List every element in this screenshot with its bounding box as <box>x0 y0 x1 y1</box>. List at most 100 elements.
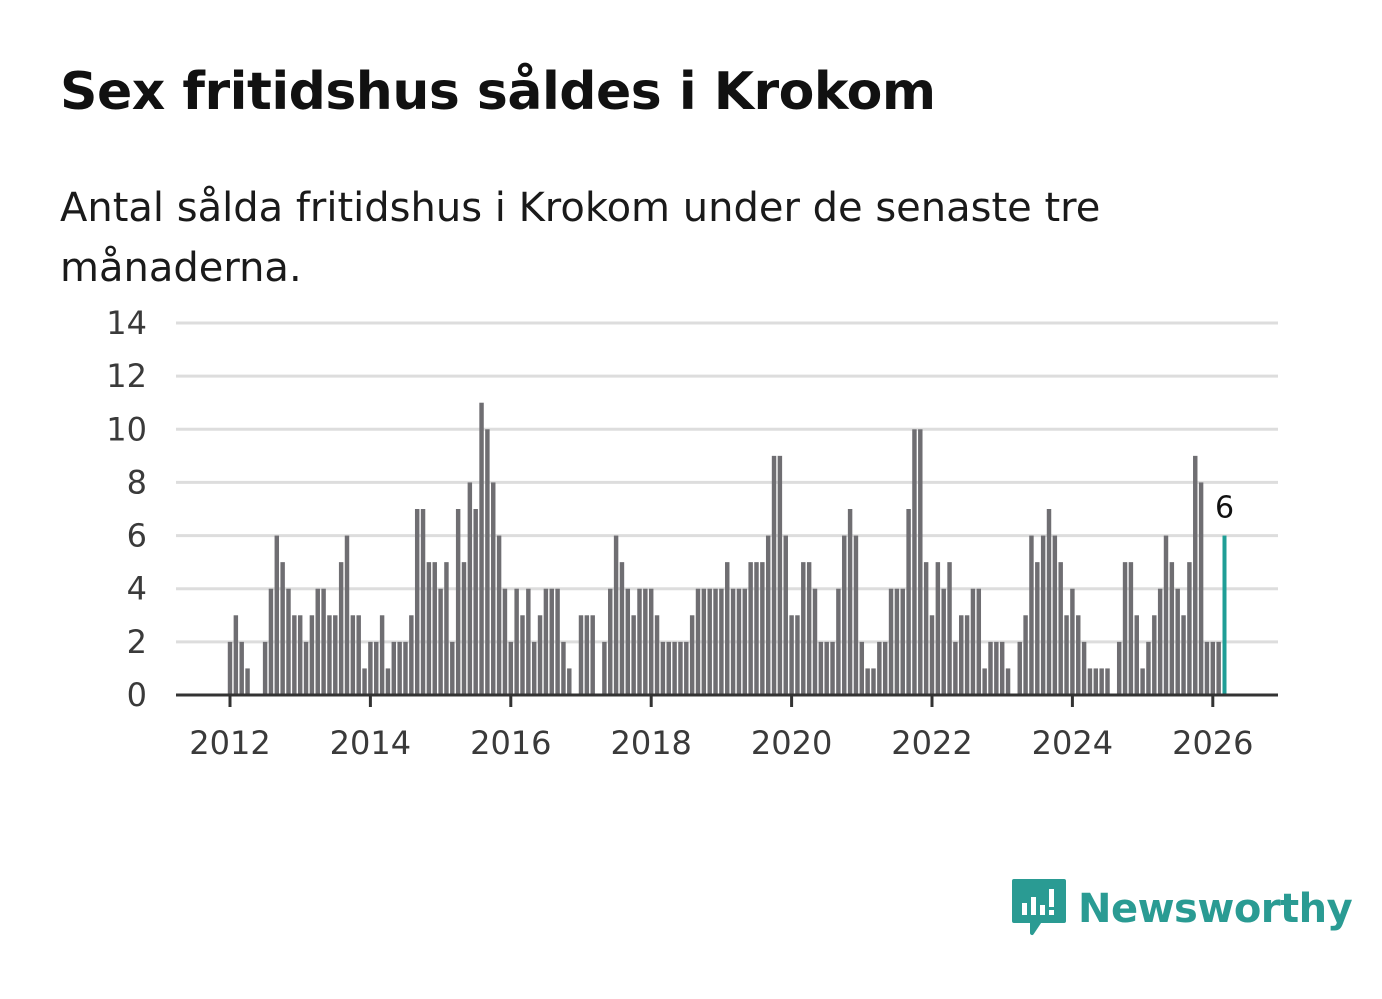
bar <box>262 641 268 695</box>
bar <box>912 429 917 695</box>
bar <box>959 615 964 695</box>
y-tick-label: 10 <box>106 410 147 448</box>
bar <box>1035 562 1040 695</box>
bar <box>1157 588 1163 695</box>
bar <box>1064 615 1069 695</box>
bar <box>701 588 707 695</box>
bar <box>268 588 274 695</box>
bar <box>818 641 824 695</box>
bar <box>467 482 473 695</box>
bar <box>356 615 361 695</box>
bar <box>871 668 876 695</box>
y-tick-label: 14 <box>106 304 147 342</box>
bar <box>426 562 432 695</box>
bar <box>420 509 426 695</box>
bar <box>964 615 970 695</box>
bar <box>684 641 689 695</box>
bar <box>929 615 935 695</box>
bar <box>1163 535 1169 695</box>
bar <box>303 641 309 695</box>
bar <box>1187 562 1192 695</box>
y-tick-label: 2 <box>127 623 147 661</box>
bar <box>847 509 853 695</box>
bar <box>297 615 303 695</box>
bar <box>877 641 882 695</box>
y-tick-label: 8 <box>127 463 147 501</box>
bar <box>842 535 847 695</box>
bar <box>666 641 671 695</box>
bar <box>1076 615 1081 695</box>
bar <box>432 562 437 695</box>
bar <box>613 535 619 695</box>
x-tick-label: 2016 <box>470 724 551 762</box>
bar <box>970 588 976 695</box>
bar <box>824 641 829 695</box>
bar <box>982 668 987 695</box>
bar <box>1105 668 1110 695</box>
bar <box>619 562 625 695</box>
x-tick-label: 2024 <box>1032 724 1113 762</box>
bar <box>795 615 800 695</box>
last-value-label: 6 <box>1215 491 1234 526</box>
bar <box>520 615 525 695</box>
bar <box>707 588 712 695</box>
bar <box>1116 641 1122 695</box>
bar <box>461 562 467 695</box>
bar <box>502 588 508 695</box>
bar <box>391 641 397 695</box>
bar <box>602 641 607 695</box>
highlighted-bar <box>1222 535 1227 695</box>
annotations: 6 <box>1215 491 1234 526</box>
brand: Newsworthy <box>1010 876 1353 942</box>
chart-subtitle: Antal sålda fritidshus i Krokom under de… <box>60 185 1101 291</box>
bar <box>496 535 502 695</box>
bar <box>999 641 1005 695</box>
brand-name: Newsworthy <box>1078 886 1353 932</box>
bar <box>713 588 718 695</box>
bar <box>988 641 993 695</box>
bar <box>514 588 519 695</box>
bar <box>1122 562 1128 695</box>
bar <box>882 641 888 695</box>
bar <box>1128 562 1134 695</box>
bar <box>994 641 999 695</box>
bar <box>765 535 771 695</box>
bar <box>742 588 748 695</box>
bar <box>555 588 560 695</box>
bars <box>227 402 1227 695</box>
bar <box>561 641 566 695</box>
bar <box>812 588 818 695</box>
bar <box>1023 615 1028 695</box>
y-tick-label: 12 <box>106 357 147 395</box>
bar <box>1146 641 1151 695</box>
bar <box>1058 562 1063 695</box>
bar <box>455 509 461 695</box>
x-tick-label: 2014 <box>330 724 411 762</box>
bar <box>1140 668 1145 695</box>
bar <box>789 615 794 695</box>
bar <box>859 641 865 695</box>
bar <box>836 588 841 695</box>
bar <box>286 588 291 695</box>
bar <box>754 562 759 695</box>
bar <box>414 509 420 695</box>
bar <box>1081 641 1087 695</box>
bar <box>777 455 783 695</box>
bar <box>508 641 514 695</box>
bar <box>315 588 320 695</box>
bar <box>918 429 923 695</box>
bar <box>333 615 338 695</box>
bar <box>625 588 631 695</box>
grid-lines <box>176 321 1278 644</box>
bar <box>654 615 660 695</box>
bar <box>1040 535 1046 695</box>
bar <box>584 615 590 695</box>
bar <box>1099 668 1104 695</box>
bar <box>783 535 788 695</box>
y-tick-label: 4 <box>127 570 147 608</box>
bar <box>379 615 385 695</box>
bar <box>976 588 982 695</box>
y-axis-labels: 0 2 4 6 8 10 12 14 <box>106 304 147 714</box>
bar <box>678 641 683 695</box>
bar <box>1017 641 1022 695</box>
